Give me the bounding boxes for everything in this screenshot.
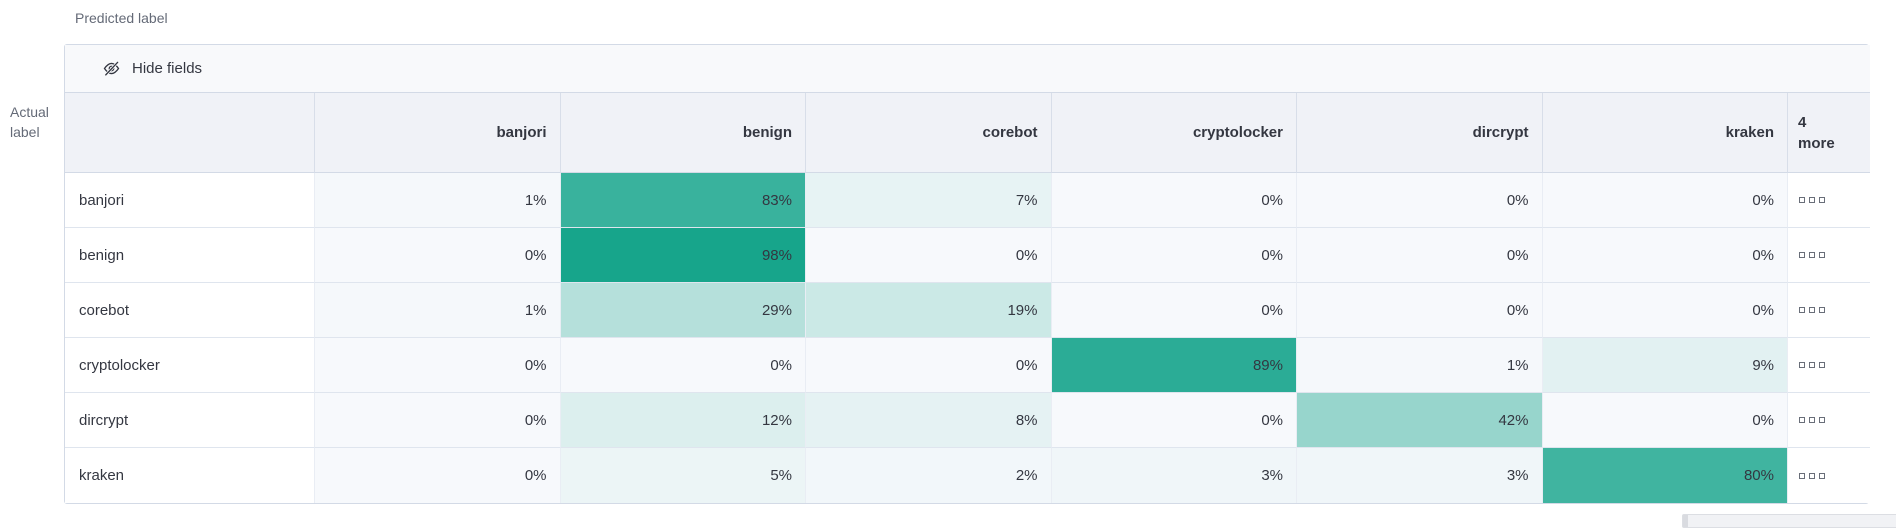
matrix-cell-kraken-cryptolocker: 3% — [1051, 448, 1297, 503]
matrix-cell-banjori-banjori: 1% — [315, 173, 561, 228]
row-label-kraken: kraken — [65, 448, 315, 503]
row-label-benign: benign — [65, 228, 315, 283]
row-label-corebot: corebot — [65, 283, 315, 338]
matrix-cell-kraken-benign: 5% — [560, 448, 806, 503]
matrix-cell-benign-kraken: 0% — [1542, 228, 1788, 283]
row-label-cryptolocker: cryptolocker — [65, 338, 315, 393]
boxes-icon — [1819, 307, 1825, 313]
matrix-cell-corebot-cryptolocker: 0% — [1051, 283, 1297, 338]
boxes-icon — [1819, 417, 1825, 423]
predicted-axis-label: Predicted label — [75, 10, 168, 26]
matrix-cell-cryptolocker-benign: 0% — [560, 338, 806, 393]
matrix-cell-banjori-corebot: 7% — [806, 173, 1052, 228]
matrix-cell-benign-dircrypt: 0% — [1297, 228, 1543, 283]
boxes-icon — [1809, 307, 1815, 313]
matrix-cell-corebot-banjori: 1% — [315, 283, 561, 338]
boxes-icon — [1819, 472, 1825, 479]
matrix-cell-benign-benign: 98% — [560, 228, 806, 283]
matrix-cell-cryptolocker-kraken: 9% — [1542, 338, 1788, 393]
boxes-icon — [1819, 252, 1825, 258]
matrix-cell-benign-corebot: 0% — [806, 228, 1052, 283]
hidden-columns-indicator — [1788, 393, 1870, 448]
matrix-cell-kraken-corebot: 2% — [806, 448, 1052, 503]
column-header-kraken[interactable]: kraken — [1542, 93, 1788, 173]
boxes-icon — [1809, 417, 1815, 423]
boxes-icon — [1799, 307, 1805, 313]
hidden-columns-indicator — [1788, 338, 1870, 393]
boxes-icon — [1819, 197, 1825, 203]
row-label-banjori: banjori — [65, 173, 315, 228]
boxes-icon — [1799, 197, 1805, 203]
matrix-cell-cryptolocker-banjori: 0% — [315, 338, 561, 393]
actual-axis-label-line2: label — [10, 124, 40, 140]
hide-fields-label: Hide fields — [132, 60, 203, 77]
more-columns-label: 4 more — [1798, 112, 1835, 154]
matrix-cell-banjori-benign: 83% — [560, 173, 806, 228]
matrix-cell-dircrypt-corebot: 8% — [806, 393, 1052, 448]
hidden-columns-indicator — [1788, 283, 1870, 338]
matrix-cell-corebot-kraken: 0% — [1542, 283, 1788, 338]
boxes-icon — [1799, 472, 1805, 479]
boxes-icon — [1799, 417, 1805, 423]
matrix-cell-corebot-dircrypt: 0% — [1297, 283, 1543, 338]
boxes-icon — [1819, 362, 1825, 368]
grid-toolbar: Hide fields — [65, 45, 1870, 93]
matrix-cell-cryptolocker-dircrypt: 1% — [1297, 338, 1543, 393]
column-header-corebot[interactable]: corebot — [806, 93, 1052, 173]
matrix-cell-corebot-benign: 29% — [560, 283, 806, 338]
confusion-matrix-panel: Hide fields banjori benign corebot cryptolo… — [64, 44, 1870, 504]
column-header-dircrypt[interactable]: dircrypt — [1297, 93, 1543, 173]
confusion-matrix-grid: Hide fields banjori benign corebot cryptolo… — [65, 45, 1870, 503]
boxes-icon — [1809, 362, 1815, 368]
column-header-banjori[interactable]: banjori — [315, 93, 561, 173]
matrix-cell-dircrypt-banjori: 0% — [315, 393, 561, 448]
matrix-cell-benign-banjori: 0% — [315, 228, 561, 283]
matrix-cell-kraken-dircrypt: 3% — [1297, 448, 1543, 503]
matrix-cell-kraken-kraken: 80% — [1542, 448, 1788, 503]
boxes-icon — [1809, 472, 1815, 479]
row-label-dircrypt: dircrypt — [65, 393, 315, 448]
matrix-cell-dircrypt-dircrypt: 42% — [1297, 393, 1543, 448]
hidden-columns-indicator — [1788, 173, 1870, 228]
matrix-cell-banjori-kraken: 0% — [1542, 173, 1788, 228]
boxes-icon — [1809, 197, 1815, 203]
corner-header-cell — [65, 93, 315, 173]
matrix-cell-banjori-dircrypt: 0% — [1297, 173, 1543, 228]
matrix-cell-banjori-cryptolocker: 0% — [1051, 173, 1297, 228]
eye-closed-icon — [103, 60, 120, 77]
more-columns-word: more — [1798, 134, 1835, 152]
boxes-icon — [1799, 252, 1805, 258]
matrix-cell-corebot-corebot: 19% — [806, 283, 1052, 338]
actual-axis-label: Actual label — [10, 102, 49, 142]
matrix-cell-benign-cryptolocker: 0% — [1051, 228, 1297, 283]
matrix-cell-cryptolocker-corebot: 0% — [806, 338, 1052, 393]
column-header-more[interactable]: 4 more — [1788, 93, 1870, 173]
column-header-cryptolocker[interactable]: cryptolocker — [1051, 93, 1297, 173]
matrix-cell-kraken-banjori: 0% — [315, 448, 561, 503]
hidden-columns-indicator — [1788, 448, 1870, 503]
matrix-cell-dircrypt-benign: 12% — [560, 393, 806, 448]
actual-axis-label-line1: Actual — [10, 104, 49, 120]
boxes-icon — [1809, 252, 1815, 258]
more-columns-count: 4 — [1798, 113, 1807, 131]
column-header-benign[interactable]: benign — [560, 93, 806, 173]
horizontal-scrollbar[interactable] — [1682, 514, 1896, 528]
hide-fields-button[interactable]: Hide fields — [97, 56, 208, 81]
matrix-cell-dircrypt-kraken: 0% — [1542, 393, 1788, 448]
matrix-cell-dircrypt-cryptolocker: 0% — [1051, 393, 1297, 448]
boxes-icon — [1799, 362, 1805, 368]
matrix-cell-cryptolocker-cryptolocker: 89% — [1051, 338, 1297, 393]
hidden-columns-indicator — [1788, 228, 1870, 283]
